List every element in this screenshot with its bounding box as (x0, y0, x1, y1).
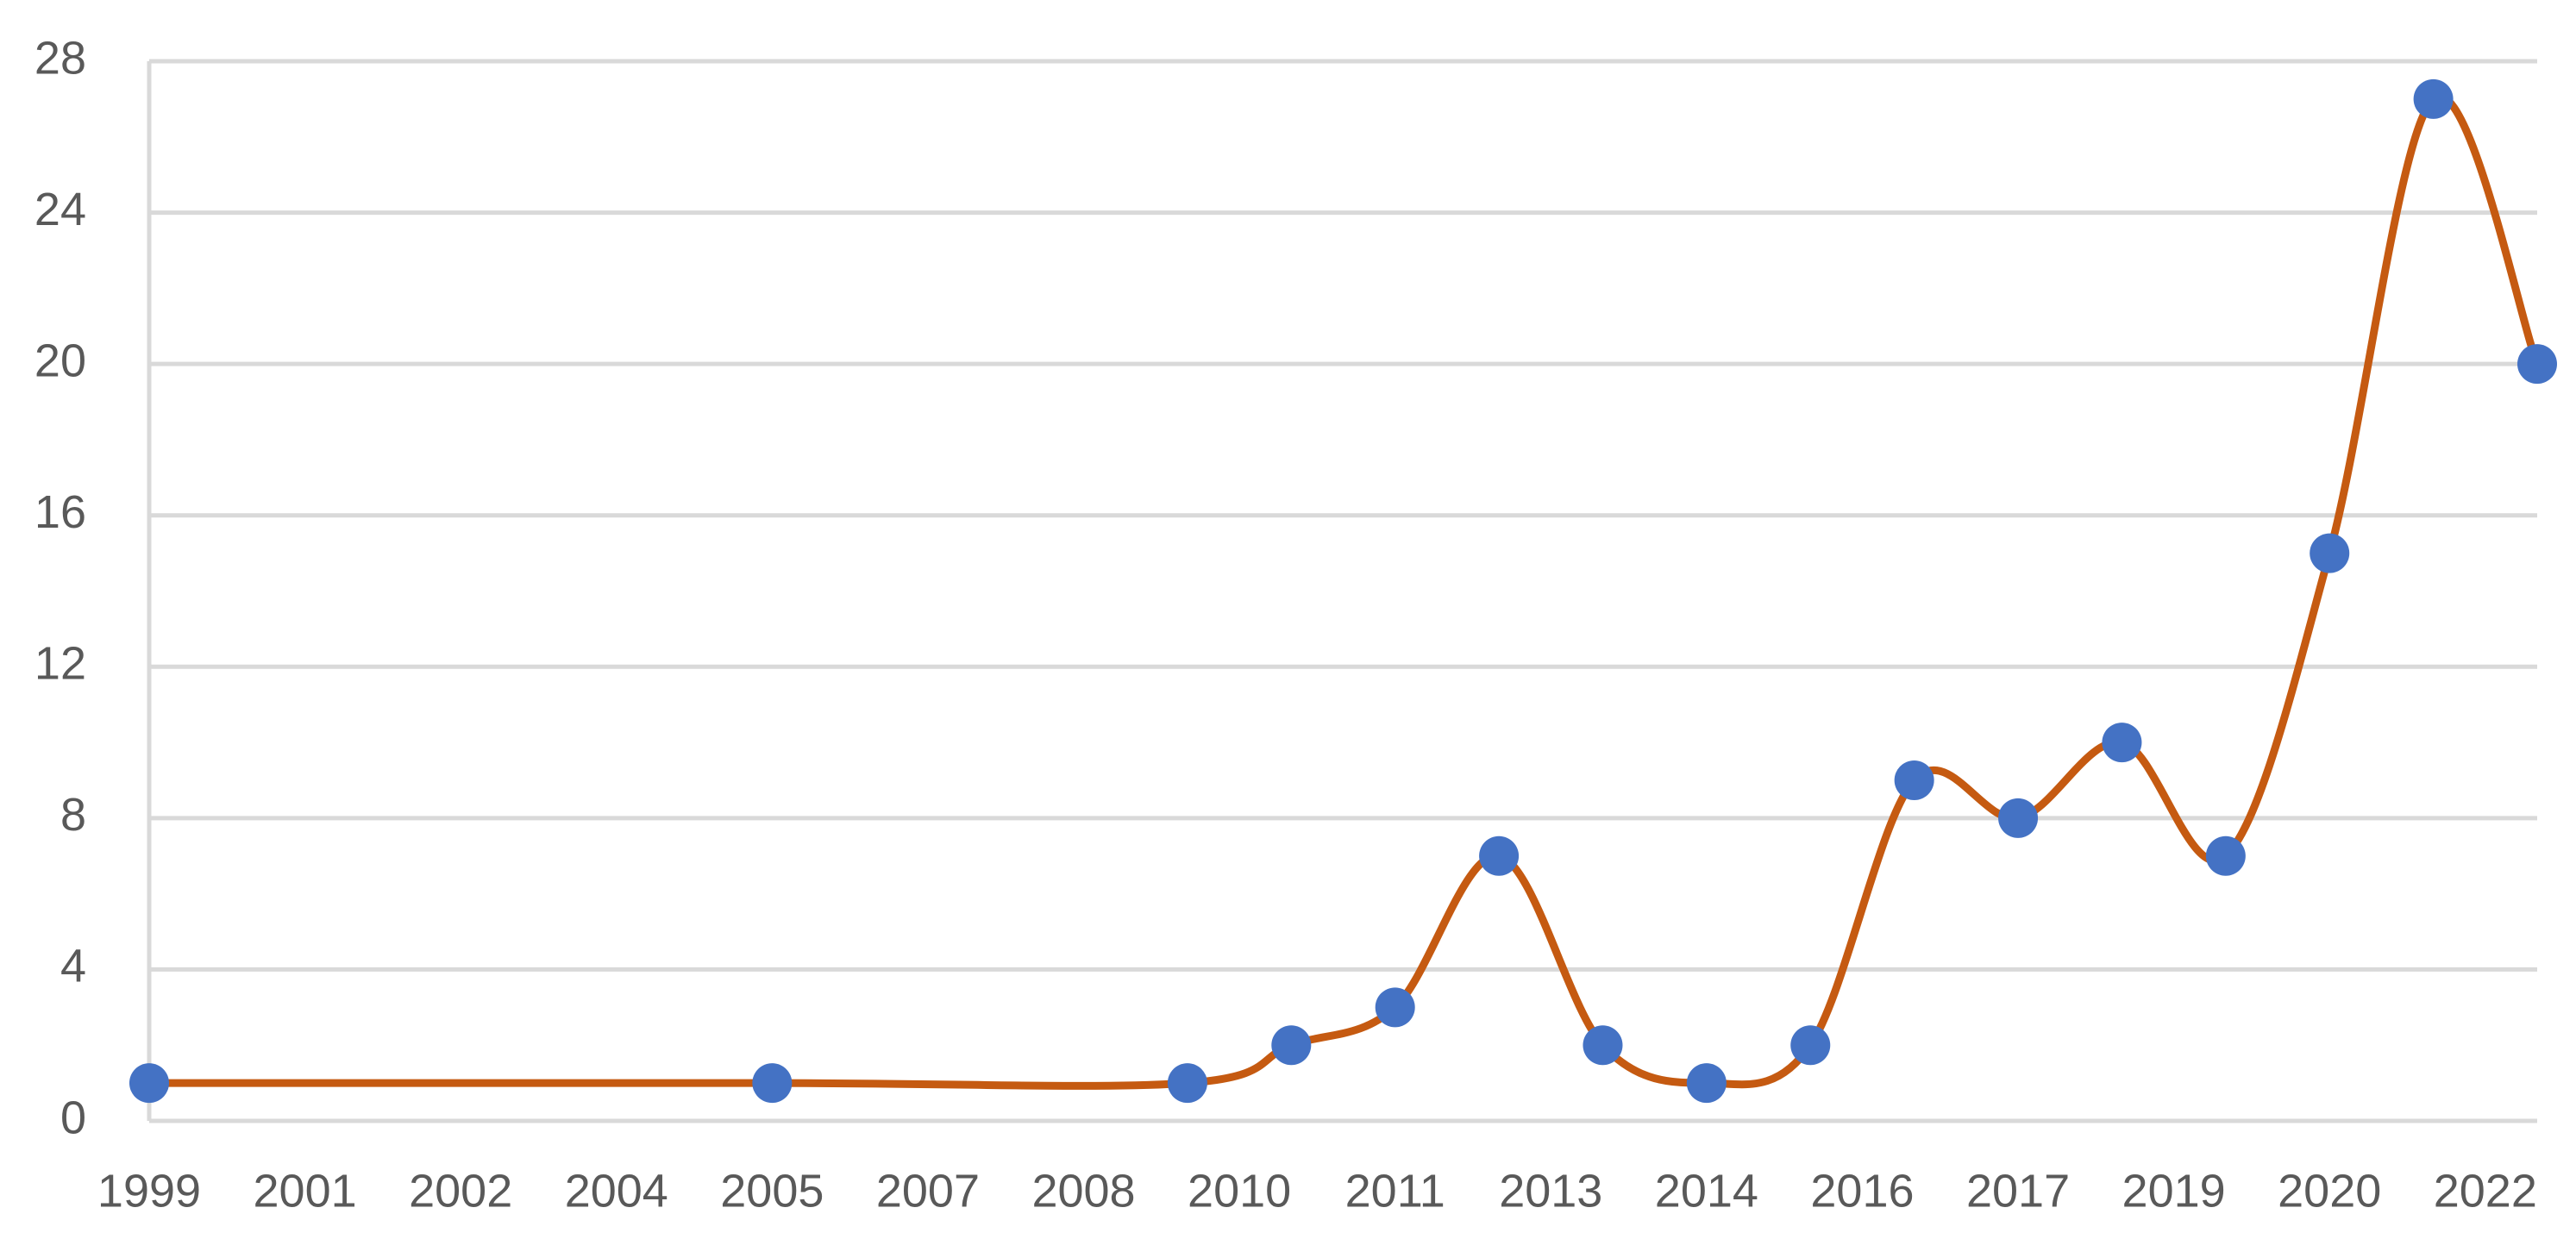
x-tick-label: 2022 (2434, 1165, 2537, 1217)
x-tick-label: 2014 (1655, 1165, 1758, 1217)
x-tick-label: 2002 (409, 1165, 512, 1217)
marker (2517, 344, 2557, 385)
x-tick-label: 2001 (254, 1165, 357, 1217)
x-tick-label: 2010 (1188, 1165, 1291, 1217)
y-tick-label: 16 (34, 486, 86, 538)
marker (2413, 78, 2454, 119)
marker (2205, 835, 2246, 876)
y-tick-label: 12 (34, 638, 86, 690)
x-tick-label: 2005 (720, 1165, 824, 1217)
marker (752, 1063, 793, 1104)
x-tick-label: 2008 (1031, 1165, 1135, 1217)
y-tick-label: 8 (60, 789, 86, 841)
x-tick-label: 2017 (1966, 1165, 2070, 1217)
y-tick-label: 28 (34, 32, 86, 84)
y-tick-label: 0 (60, 1092, 86, 1143)
marker (1479, 835, 1520, 876)
marker (1998, 798, 2039, 838)
line (149, 92, 2542, 1090)
marker (1375, 987, 1415, 1028)
y-tick-label: 24 (34, 184, 86, 235)
x-tick-label: 2016 (1810, 1165, 1914, 1217)
marker (2310, 533, 2350, 573)
marker (129, 1063, 169, 1104)
x-tick-label: 2020 (2278, 1165, 2381, 1217)
x-tick-label: 1999 (97, 1165, 201, 1217)
marker (1167, 1063, 1207, 1104)
y-tick-label: 20 (34, 335, 86, 386)
x-tick-label: 2011 (1345, 1165, 1445, 1217)
marker (2102, 723, 2142, 763)
marker (1271, 1025, 1312, 1066)
x-tick-label: 2004 (565, 1165, 668, 1217)
marker (1583, 1025, 1623, 1066)
marker (1686, 1063, 1727, 1104)
x-tick-label: 2007 (876, 1165, 980, 1217)
x-tick-label: 2019 (2122, 1165, 2226, 1217)
marker (1894, 760, 1934, 800)
marker (1790, 1025, 1831, 1066)
y-tick-label: 4 (60, 941, 86, 992)
x-tick-label: 2013 (1499, 1165, 1602, 1217)
